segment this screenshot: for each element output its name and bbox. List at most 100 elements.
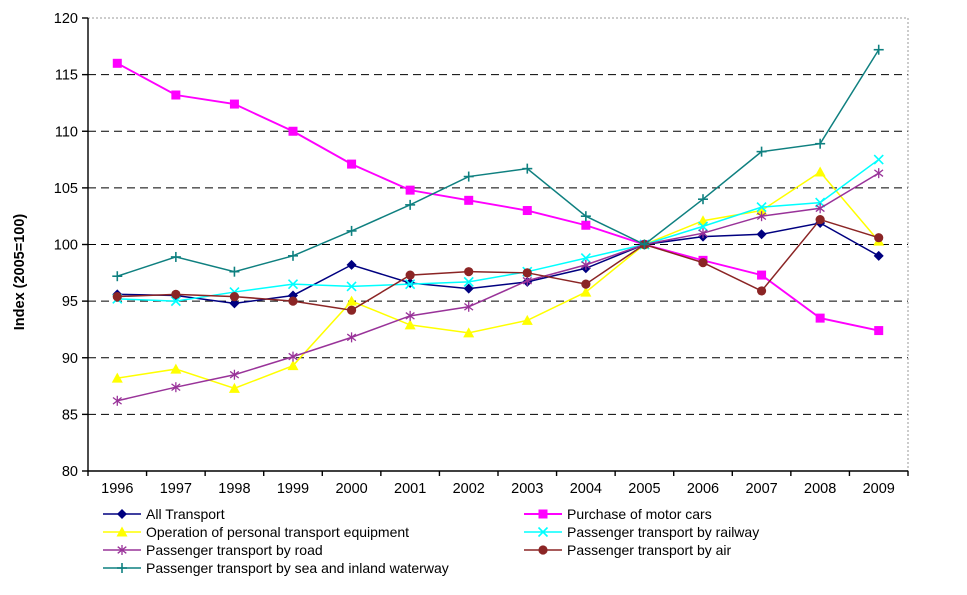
diamond-marker — [873, 250, 884, 261]
legend-item-passenger-transport-by-road: Passenger transport by road — [103, 542, 323, 558]
circle-marker — [538, 545, 548, 555]
square-marker — [229, 99, 239, 109]
data-point-passenger-transport-by-railway-2002 — [463, 276, 474, 287]
x-marker — [580, 253, 591, 264]
asterisk-marker — [229, 370, 240, 379]
circle-marker — [346, 305, 357, 315]
data-point-operation-of-personal-transport-equipment-1997 — [170, 363, 182, 374]
series-all-transport — [112, 217, 884, 309]
legend-marker-operation-of-personal-transport-equipment — [116, 526, 128, 537]
data-point-passenger-transport-by-sea-and-inland-waterway-2009 — [873, 44, 884, 55]
legend-label-passenger-transport-by-air: Passenger transport by air — [567, 542, 732, 558]
circle-marker — [288, 296, 298, 306]
x-marker — [405, 279, 416, 290]
data-point-passenger-transport-by-road-2000 — [346, 332, 357, 343]
data-point-purchase-of-motor-cars-2007 — [757, 270, 767, 280]
triangle-marker — [111, 372, 123, 383]
y-tick-label-95: 95 — [62, 294, 78, 310]
asterisk-marker — [346, 333, 357, 342]
series-line-passenger-transport-by-sea-and-inland-waterway — [117, 49, 880, 277]
x-marker — [170, 296, 181, 307]
series-passenger-transport-by-road — [112, 168, 884, 406]
data-point-passenger-transport-by-sea-and-inland-waterway-1999 — [288, 250, 298, 261]
series-line-operation-of-personal-transport-equipment — [117, 171, 880, 390]
data-point-passenger-transport-by-road-2008 — [815, 203, 825, 214]
x-tick-label-2007: 2007 — [745, 481, 777, 497]
data-point-passenger-transport-by-railway-2001 — [405, 279, 416, 290]
y-tick-label-90: 90 — [62, 351, 78, 367]
series-passenger-transport-by-air — [112, 214, 884, 315]
x-tick-label-2000: 2000 — [335, 481, 367, 497]
asterisk-marker — [117, 546, 127, 554]
data-point-all-transport-2002 — [463, 283, 474, 294]
square-marker — [522, 206, 532, 216]
y-tick-label-120: 120 — [54, 11, 78, 27]
circle-marker — [405, 270, 415, 280]
data-point-purchase-of-motor-cars-2009 — [874, 326, 884, 336]
gridlines — [88, 74, 908, 415]
legend-item-passenger-transport-by-air: Passenger transport by air — [524, 542, 732, 558]
data-point-passenger-transport-by-road-2006 — [698, 228, 708, 239]
x-tick-label-1998: 1998 — [218, 481, 250, 497]
data-point-passenger-transport-by-road-2001 — [405, 310, 415, 321]
diamond-marker — [346, 259, 357, 270]
square-marker — [538, 509, 548, 519]
data-point-passenger-transport-by-air-2009 — [874, 233, 884, 243]
asterisk-marker — [815, 204, 825, 213]
data-point-passenger-transport-by-road-2007 — [756, 211, 767, 222]
x-marker — [756, 202, 767, 213]
data-point-purchase-of-motor-cars-2002 — [464, 195, 474, 205]
data-point-passenger-transport-by-air-2006 — [698, 258, 708, 268]
data-point-purchase-of-motor-cars-2008 — [815, 313, 825, 323]
legend-marker-purchase-of-motor-cars — [538, 509, 548, 519]
y-tick-label-100: 100 — [54, 238, 78, 254]
data-point-all-transport-2009 — [873, 250, 884, 261]
data-point-purchase-of-motor-cars-2001 — [405, 185, 415, 195]
x-tick-label-2006: 2006 — [687, 481, 719, 497]
asterisk-marker — [288, 352, 298, 361]
x-marker — [537, 526, 549, 538]
data-point-passenger-transport-by-sea-and-inland-waterway-2007 — [756, 146, 767, 157]
x-tick-label-2009: 2009 — [863, 481, 895, 497]
legend-label-operation-of-personal-transport-equipment: Operation of personal transport equipmen… — [146, 524, 409, 540]
x-tick-label-2008: 2008 — [804, 481, 836, 497]
data-point-operation-of-personal-transport-equipment-2002 — [463, 327, 475, 338]
circle-marker — [874, 233, 884, 243]
y-tick-label-80: 80 — [62, 464, 78, 480]
data-point-operation-of-personal-transport-equipment-2008 — [814, 166, 826, 177]
legend-item-operation-of-personal-transport-equipment: Operation of personal transport equipmen… — [103, 524, 409, 540]
y-tick-label-85: 85 — [62, 407, 78, 423]
circle-marker — [112, 291, 122, 302]
square-marker — [288, 126, 298, 136]
asterisk-marker — [581, 261, 591, 269]
diamond-marker — [405, 278, 416, 289]
data-point-purchase-of-motor-cars-1998 — [229, 99, 239, 109]
series-passenger-transport-by-sea-and-inland-waterway — [112, 44, 884, 282]
series-line-passenger-transport-by-air — [117, 218, 879, 311]
circle-marker — [229, 291, 240, 302]
data-point-purchase-of-motor-cars-2004 — [581, 220, 591, 230]
legend-marker-passenger-transport-by-air — [538, 545, 548, 555]
data-point-passenger-transport-by-air-1997 — [171, 289, 181, 299]
diamond-marker — [756, 229, 767, 240]
axes — [82, 17, 909, 476]
asterisk-marker — [698, 229, 708, 237]
triangle-marker — [228, 382, 240, 393]
series-line-passenger-transport-by-road — [117, 172, 880, 402]
data-point-passenger-transport-by-railway-2007 — [756, 202, 767, 213]
data-point-passenger-transport-by-road-1998 — [229, 369, 240, 380]
legend-label-all-transport: All Transport — [146, 506, 225, 522]
data-point-passenger-transport-by-sea-and-inland-waterway-2004 — [580, 211, 591, 222]
axis-labels: 80 85 90 95 100 105 110 115 120 1996 1997 1998 1999 2… — [54, 11, 895, 497]
square-marker — [464, 195, 474, 205]
triangle-marker — [580, 286, 592, 297]
data-point-passenger-transport-by-air-1999 — [288, 296, 298, 306]
square-marker — [405, 185, 415, 195]
x-marker — [346, 281, 357, 292]
triangle-marker — [116, 526, 128, 537]
square-marker — [347, 159, 357, 169]
x-tick-label-2003: 2003 — [511, 481, 543, 497]
data-point-operation-of-personal-transport-equipment-2001 — [404, 319, 416, 330]
data-point-passenger-transport-by-sea-and-inland-waterway-2008 — [815, 138, 826, 149]
data-point-passenger-transport-by-railway-2006 — [697, 221, 709, 232]
